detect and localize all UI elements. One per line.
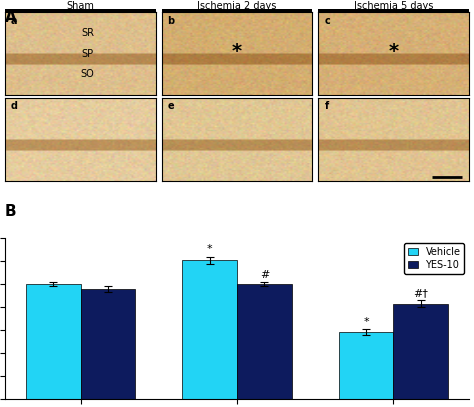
Text: *: *	[389, 42, 399, 61]
Bar	[237, 284, 292, 399]
Text: *: *	[207, 244, 212, 254]
Bar	[182, 260, 237, 399]
Text: a: a	[11, 15, 17, 26]
Legend: Vehicle, YES-10: Vehicle, YES-10	[404, 243, 465, 274]
Text: b: b	[168, 15, 175, 26]
Bar	[338, 333, 393, 399]
Text: B: B	[5, 204, 17, 219]
Title: Ischemia 5 days: Ischemia 5 days	[354, 2, 434, 11]
Bar	[26, 284, 81, 399]
Title: Ischemia 2 days: Ischemia 2 days	[197, 2, 277, 11]
Title: Sham: Sham	[66, 2, 94, 11]
Text: #†: #†	[413, 288, 428, 298]
Text: *: *	[363, 317, 369, 327]
Text: d: d	[11, 101, 18, 112]
Text: SO: SO	[81, 69, 95, 79]
Text: f: f	[325, 101, 329, 112]
Text: e: e	[168, 101, 174, 112]
Text: #: #	[260, 269, 269, 280]
Text: *: *	[232, 42, 242, 61]
Text: SP: SP	[82, 48, 94, 59]
Bar	[81, 289, 136, 399]
Text: c: c	[325, 15, 330, 26]
Bar	[393, 304, 448, 399]
Text: SR: SR	[81, 28, 94, 38]
Text: A: A	[5, 10, 17, 25]
